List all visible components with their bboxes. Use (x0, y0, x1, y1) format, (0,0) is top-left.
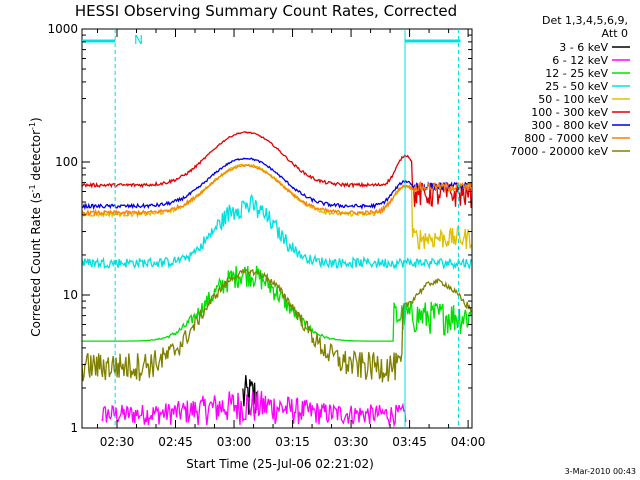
legend-label: 6 - 12 keV (552, 54, 608, 67)
legend-label: 3 - 6 keV (559, 41, 608, 54)
x-axis-ticks: 02:30 02:45 03:00 03:15 03:30 03:45 04:00 (96, 29, 486, 449)
y-axis-label-end: ) (29, 117, 43, 122)
legend-label: 800 - 7000 keV (524, 132, 608, 145)
y-axis-label-exp-1: -1 (28, 184, 37, 192)
night-annotation: N (134, 33, 143, 47)
legend-label: 7000 - 20000 keV (510, 145, 608, 158)
plot-frame (81, 28, 473, 429)
x-tick-label: 03:45 (392, 435, 427, 449)
legend-label: 12 - 25 keV (545, 67, 608, 80)
series-line (81, 193, 472, 271)
legend-label: 25 - 50 keV (545, 80, 608, 93)
x-tick-label: 03:15 (275, 435, 310, 449)
legend-header-2: Att 0 (602, 27, 628, 40)
y-tick-label: 1 (70, 421, 78, 435)
series-line (81, 131, 472, 209)
chart-title: HESSI Observing Summary Count Rates, Cor… (75, 2, 457, 20)
x-tick-label: 02:30 (100, 435, 135, 449)
x-tick-label: 03:00 (217, 435, 252, 449)
x-tick-label: 04:00 (451, 435, 486, 449)
series-line (81, 164, 472, 217)
plot-border (81, 28, 473, 429)
y-tick-label: 100 (55, 155, 78, 169)
legend-header-1: Det 1,3,4,5,6,9, (542, 14, 628, 27)
series-line (242, 375, 258, 415)
y-tick-label: 1000 (47, 22, 78, 36)
y-axis-label-main: Corrected Count Rate (s (29, 192, 43, 336)
series-curves (81, 131, 472, 428)
legend-label: 300 - 800 keV (531, 119, 608, 132)
legend-label: 50 - 100 keV (538, 93, 608, 106)
series-line (101, 390, 407, 428)
y-axis-label-mid: detector (29, 130, 43, 185)
series-line (81, 268, 472, 383)
series-line (81, 157, 472, 211)
series-line (81, 163, 472, 250)
timestamp: 3-Mar-2010 00:43 (565, 467, 636, 476)
y-axis-ticks: 1 10 100 1000 (47, 22, 472, 435)
x-tick-label: 02:45 (158, 435, 193, 449)
y-tick-label: 10 (63, 288, 78, 302)
series-line (82, 265, 472, 342)
legend-label: 100 - 300 keV (531, 106, 608, 119)
y-axis-label: Corrected Count Rate (s-1 detector-1) (28, 117, 43, 336)
x-axis-label: Start Time (25-Jul-06 02:21:02) (186, 457, 374, 471)
y-axis-label-exp-2: -1 (28, 122, 37, 130)
x-tick-label: 03:30 (334, 435, 369, 449)
